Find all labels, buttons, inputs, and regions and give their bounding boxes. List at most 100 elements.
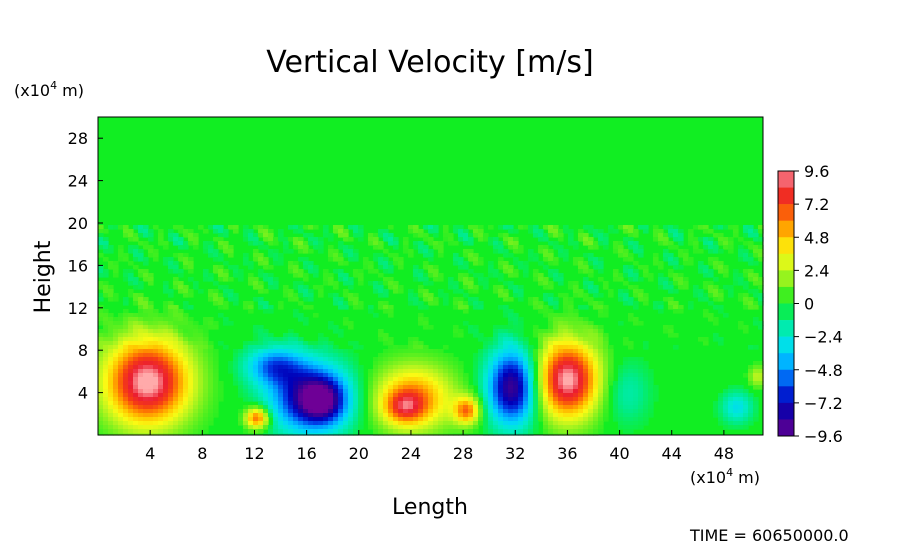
heatmap-cell	[148, 277, 154, 282]
heatmap-cell	[233, 381, 239, 386]
heatmap-cell	[223, 321, 229, 326]
heatmap-cell	[598, 257, 604, 262]
heatmap-cell	[423, 281, 429, 286]
heatmap-cell	[603, 353, 609, 358]
heatmap-cell	[463, 401, 469, 406]
heatmap-cell	[328, 397, 334, 402]
heatmap-cell	[338, 333, 344, 338]
heatmap-cell	[278, 305, 284, 310]
heatmap-cell	[403, 373, 409, 378]
heatmap-cell	[548, 413, 554, 418]
heatmap-cell	[753, 233, 759, 238]
heatmap-cell	[593, 341, 599, 346]
heatmap-cell	[523, 393, 529, 398]
heatmap-cell	[343, 229, 349, 234]
heatmap-cell	[673, 305, 679, 310]
heatmap-cell	[143, 341, 149, 346]
heatmap-cell	[713, 289, 719, 294]
heatmap-cell	[458, 433, 464, 436]
heatmap-cell	[668, 297, 674, 302]
heatmap-cell	[173, 397, 179, 402]
heatmap-cell	[118, 401, 124, 406]
heatmap-cell	[358, 305, 364, 310]
heatmap-cell	[423, 365, 429, 370]
heatmap-cell	[238, 389, 244, 394]
heatmap-cell	[543, 365, 549, 370]
heatmap-cell	[113, 269, 119, 274]
heatmap-cell	[453, 225, 459, 230]
heatmap-cell	[433, 229, 439, 234]
heatmap-cell	[198, 341, 204, 346]
heatmap-cell	[663, 225, 669, 230]
heatmap-cell	[368, 425, 374, 430]
heatmap-cell	[638, 421, 644, 426]
heatmap-cell	[458, 233, 464, 238]
heatmap-cell	[338, 301, 344, 306]
heatmap-cell	[383, 401, 389, 406]
heatmap-cell	[123, 433, 129, 436]
colorbar-segment	[778, 353, 794, 371]
heatmap-cell	[413, 389, 419, 394]
heatmap-cell	[193, 365, 199, 370]
heatmap-cell	[308, 349, 314, 354]
heatmap-cell	[283, 289, 289, 294]
heatmap-cell	[618, 377, 624, 382]
heatmap-cell	[328, 409, 334, 414]
heatmap-cell	[528, 353, 534, 358]
heatmap-cell	[153, 365, 159, 370]
heatmap-cell	[408, 369, 414, 374]
heatmap-cell	[338, 421, 344, 426]
heatmap-cell	[488, 393, 494, 398]
heatmap-cell	[263, 417, 269, 422]
heatmap-cell	[228, 321, 234, 326]
heatmap-cell	[493, 249, 499, 254]
heatmap-cell	[453, 241, 459, 246]
heatmap-cell	[408, 225, 414, 230]
heatmap-cell	[668, 253, 674, 258]
heatmap-cell	[593, 305, 599, 310]
heatmap-cell	[493, 329, 499, 334]
heatmap-cell	[498, 409, 504, 414]
heatmap-cell	[388, 253, 394, 258]
heatmap-cell	[143, 305, 149, 310]
heatmap-cell	[448, 241, 454, 246]
heatmap-cell	[598, 325, 604, 330]
heatmap-cell	[108, 369, 114, 374]
heatmap-cell	[183, 317, 189, 322]
heatmap-cell	[128, 329, 134, 334]
heatmap-cell	[628, 389, 634, 394]
heatmap-cell	[373, 313, 379, 318]
heatmap-cell	[303, 233, 309, 238]
heatmap-cell	[568, 429, 574, 434]
heatmap-cell	[523, 369, 529, 374]
heatmap-cell	[538, 281, 544, 286]
heatmap-cell	[713, 285, 719, 290]
heatmap-cell	[608, 345, 614, 350]
heatmap-cell	[148, 237, 154, 242]
heatmap-cell	[443, 297, 449, 302]
heatmap-cell	[283, 293, 289, 298]
heatmap-cell	[288, 269, 294, 274]
heatmap-cell	[378, 229, 384, 234]
heatmap-cell	[533, 349, 539, 354]
heatmap-cell	[273, 413, 279, 418]
heatmap-cell	[338, 381, 344, 386]
heatmap-cell	[513, 317, 519, 322]
heatmap-cell	[418, 277, 424, 282]
heatmap-cell	[203, 325, 209, 330]
heatmap-cell	[148, 281, 154, 286]
heatmap-cell	[168, 293, 174, 298]
heatmap-cell	[413, 413, 419, 418]
heatmap-cell	[588, 297, 594, 302]
heatmap-cell	[423, 349, 429, 354]
heatmap-cell	[98, 357, 104, 362]
heatmap-cell	[118, 325, 124, 330]
heatmap-cell	[618, 277, 624, 282]
heatmap-cell	[538, 397, 544, 402]
heatmap-cell	[568, 425, 574, 430]
heatmap-cell	[583, 401, 589, 406]
heatmap-cell	[563, 321, 569, 326]
heatmap-cell	[258, 393, 264, 398]
heatmap-cell	[488, 225, 494, 230]
heatmap-cell	[153, 381, 159, 386]
